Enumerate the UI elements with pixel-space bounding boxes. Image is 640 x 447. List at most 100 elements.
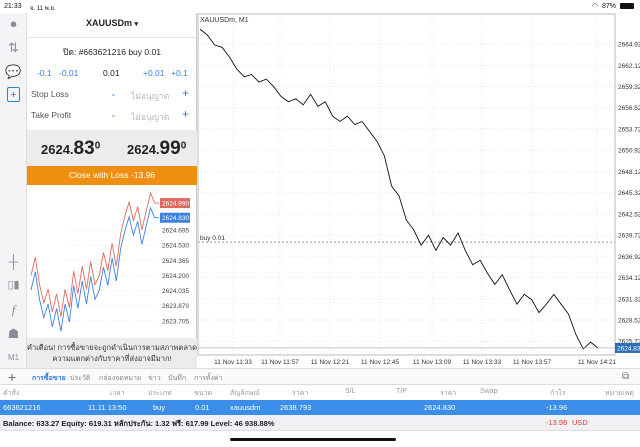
order-panel: XAUUSDm ▾ ปิด: #663621216 buy 0.01 -0.1 …	[27, 13, 197, 368]
y-tick-label: 2636.920	[618, 254, 640, 261]
home-indicator	[230, 438, 396, 441]
cell-order: 663621216	[3, 403, 41, 412]
stop-loss-label: Stop Loss	[31, 89, 69, 99]
cell-profit: -13.96	[546, 403, 568, 412]
x-tick-label: 11 Nov 13:57	[513, 359, 552, 366]
y-tick-label: 2623.870	[162, 303, 189, 310]
ask-price: 2624.990	[127, 138, 187, 159]
y-tick-label: 2628.520	[618, 317, 640, 324]
balance-bar: Balance: 633.27 Equity: 619.31 หลักประกั…	[0, 415, 640, 431]
volume-minus-0.01[interactable]: -0.01	[59, 68, 79, 78]
quotes: 2624.830 2624.990	[27, 130, 197, 166]
y-tick-label: 2624.200	[162, 273, 189, 280]
x-tick-label: 11 Nov 11:57	[261, 359, 299, 366]
cell-time: 11.11 13:50	[88, 403, 127, 412]
account-icon[interactable]: ●	[9, 16, 18, 31]
volume-input[interactable]: 0.01	[103, 68, 120, 78]
volume-minus-0.1[interactable]: -0.1	[37, 68, 52, 78]
warning-line-1: คำเตือน! การซื้อขายจะถูกดำเนินการตามสภาพ…	[27, 343, 198, 352]
tab-history[interactable]: ประวัติ	[70, 375, 91, 382]
stop-loss-minus[interactable]: -	[112, 89, 115, 99]
y-tick-label: 2659.320	[618, 84, 640, 91]
chat-icon[interactable]: 💬	[5, 64, 22, 79]
x-tick-label: 11 Nov 12:45	[361, 359, 400, 366]
y-tick-label: 2624.695	[162, 228, 189, 235]
col-comment: หมายเหตุ	[605, 390, 634, 397]
x-tick-label: 11 Nov 12:21	[311, 359, 350, 366]
warning-message: คำเตือน! การซื้อขายจะถูกดำเนินการตามสภาพ…	[27, 338, 197, 368]
cell-type: buy	[153, 403, 166, 412]
x-tick-label: 11 Nov 13:09	[413, 359, 452, 366]
col-type: ประเภท	[148, 390, 172, 397]
col-swap: Swap	[480, 388, 498, 395]
cell-symbol: xauusdm	[230, 403, 261, 412]
volume-plus-0.1[interactable]: +0.1	[171, 68, 188, 78]
y-tick-label: 2653.720	[618, 126, 640, 133]
y-tick-label: 2664.920	[618, 42, 640, 49]
balance-text: Balance: 633.27 Equity: 619.31 หลักประกั…	[3, 419, 275, 428]
chart-title: XAUUSDm, M1	[200, 17, 249, 24]
ask-line	[30, 191, 159, 317]
x-tick-label: 11 Nov 11:33	[214, 359, 252, 366]
bid-line	[30, 206, 159, 332]
cell-volume: 0.01	[195, 403, 210, 412]
order-line-label: buy 0.01	[200, 235, 225, 242]
close-with-loss-button[interactable]: Close with Loss -13.96	[27, 166, 197, 185]
symbol-selector[interactable]: XAUUSDm ▾	[27, 18, 197, 38]
tick-chart: 2624.695 2624.530 2624.365 2624.200 2624.035…	[30, 191, 190, 332]
timeframe-button[interactable]: M1	[7, 353, 20, 362]
current-price-label: 2624.830	[617, 345, 640, 352]
price-chart[interactable]: XAUUSDm, M1 2664.920 2662.120 2659.320 2656.…	[197, 13, 640, 368]
y-tick-label: 2642.520	[618, 211, 640, 218]
tab-trade[interactable]: การซื้อขาย	[32, 375, 66, 382]
tab-settings[interactable]: การตั้งค่า	[194, 375, 223, 382]
order-title: ปิด: #663621216 buy 0.01	[63, 47, 161, 57]
y-tick-label: 2624.365	[162, 258, 189, 265]
current-price-tag	[615, 342, 640, 353]
clock: 21:33	[4, 3, 22, 10]
x-tick-label: 11 Nov 14:21	[578, 359, 617, 366]
y-tick-label: 2656.520	[618, 105, 640, 112]
cell-current-price: 2624.830	[424, 403, 456, 412]
tab-news[interactable]: ข่าว	[148, 375, 161, 382]
take-profit-plus[interactable]: +	[182, 107, 190, 121]
tab-mailbox[interactable]: กล่องจดหมาย	[99, 375, 142, 382]
volume-plus-0.01[interactable]: +0.01	[143, 68, 165, 78]
new-order-icon[interactable]: +	[7, 87, 20, 102]
warning-line-2: ความแตกต่างกับราคาที่ส่งอาจมีมาก!	[52, 354, 172, 363]
crosshair-icon[interactable]: ┼	[8, 254, 19, 269]
col-current-price: ราคา	[440, 390, 457, 397]
date: จ. 11 พ.ย.	[30, 6, 56, 12]
price-line	[199, 28, 599, 350]
take-profit-minus[interactable]: -	[112, 110, 115, 120]
bid-price-label: 2624.830	[162, 215, 189, 222]
take-profit-input[interactable]: ไม่อนุญาต	[131, 112, 170, 122]
cell-price: 2638.793	[280, 403, 312, 412]
y-tick-label: 2631.320	[618, 296, 640, 303]
y-tick-label: 2662.120	[618, 63, 640, 70]
bid-price: 2624.830	[41, 138, 101, 159]
stop-loss-input[interactable]: ไม่อนุญาต	[131, 91, 170, 101]
y-tick-label: 2645.320	[618, 190, 640, 197]
col-profit: กำไร	[550, 390, 566, 397]
add-icon[interactable]: +	[8, 369, 17, 385]
stop-loss-plus[interactable]: +	[182, 86, 190, 100]
ask-price-label: 2624.990	[162, 201, 189, 208]
table-row[interactable]: 663621216 11.11 13:50 buy 0.01 xauusdm 2…	[0, 400, 640, 415]
currency: USD	[572, 418, 588, 427]
tab-journal[interactable]: บันทึก	[168, 375, 187, 382]
y-tick-label: 2650.920	[618, 148, 640, 155]
function-icon[interactable]: f	[11, 302, 16, 317]
layout-icon[interactable]: ⧉	[622, 371, 630, 382]
col-symbol: สัญลักษณ์	[230, 390, 260, 397]
col-sl: S/L	[345, 388, 356, 395]
trade-arrows-icon[interactable]: ⇅	[8, 40, 19, 55]
battery-icon	[620, 3, 634, 9]
objects-icon[interactable]: ☗	[7, 326, 20, 341]
y-tick-label: 2625.720	[618, 339, 640, 346]
col-time: เวลา	[110, 390, 125, 397]
y-tick-label: 2623.705	[162, 318, 189, 325]
candles-icon[interactable]: ▯▮	[7, 279, 20, 291]
ask-price-tag	[160, 198, 190, 209]
plot-frame	[197, 13, 616, 356]
